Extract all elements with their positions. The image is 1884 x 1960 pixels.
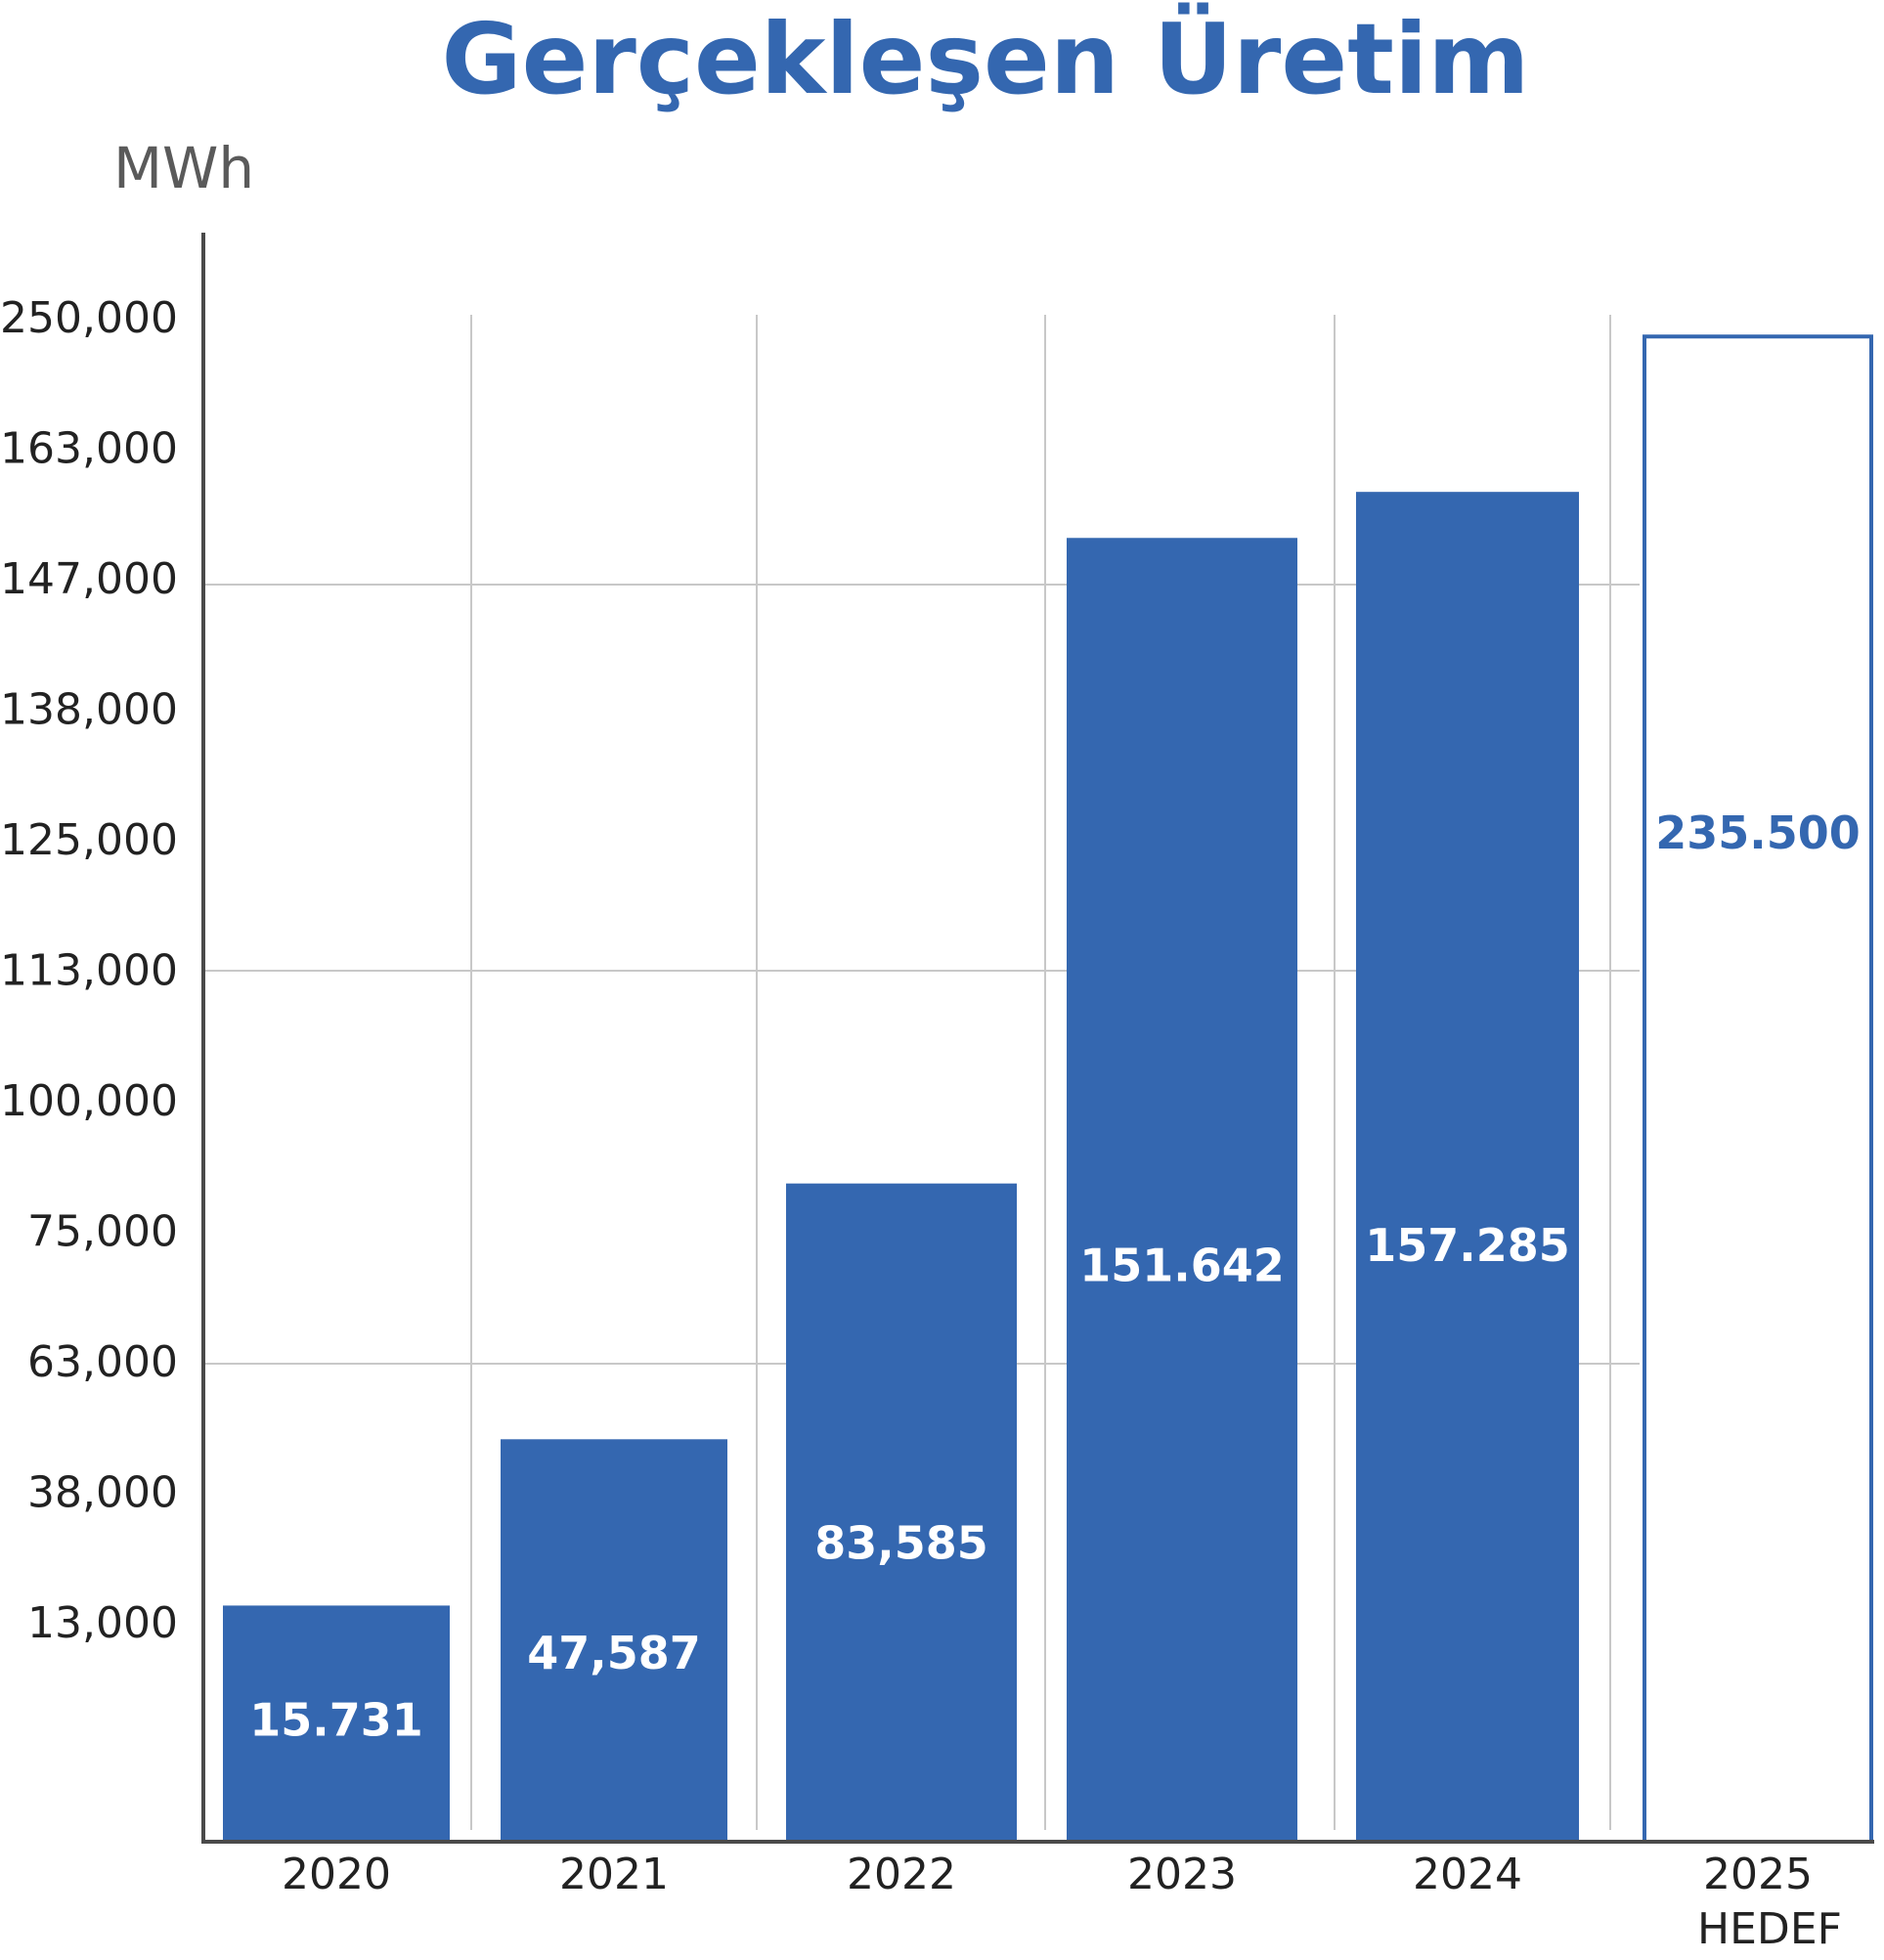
y-axis-unit-label: MWh — [113, 135, 254, 201]
y-tick-label: 38,000 — [27, 1468, 178, 1518]
chart-title: Gerçekleşen Üretim — [442, 2, 1530, 116]
x-tick-label: 2022 — [847, 1850, 956, 1899]
bars — [223, 334, 1873, 1844]
bar-value-label: 157.285 — [1365, 1219, 1570, 1272]
y-tick-label: 163,000 — [0, 424, 178, 474]
x-tick-label: 2025 — [1703, 1850, 1813, 1899]
grid-lines — [205, 315, 1640, 1830]
y-tick-label: 147,000 — [0, 554, 178, 604]
bar-value-labels: 15.731 47,587 83,585 151.642 157.285 235.500 — [249, 806, 1861, 1747]
bar — [786, 1183, 1017, 1842]
y-tick-label: 113,000 — [0, 946, 178, 996]
bar-value-label: 15.731 — [249, 1693, 423, 1746]
bar — [1356, 492, 1579, 1842]
bar-target — [1643, 334, 1873, 1844]
bar-value-label: 47,587 — [527, 1627, 701, 1679]
bar-value-label: 83,585 — [814, 1516, 988, 1569]
y-tick-label: 125,000 — [0, 815, 178, 865]
bar — [1067, 538, 1297, 1842]
x-tick-label: 2021 — [559, 1850, 669, 1899]
x-tick-label: 2020 — [282, 1850, 391, 1899]
y-tick-label: 75,000 — [27, 1207, 178, 1257]
y-tick-label: 13,000 — [27, 1598, 178, 1648]
bar-value-label: 151.642 — [1079, 1239, 1285, 1291]
bar — [223, 1605, 450, 1842]
bar — [501, 1439, 727, 1842]
y-tick-label: 100,000 — [0, 1076, 178, 1126]
bar-value-label: 235.500 — [1655, 806, 1861, 859]
y-tick-label: 250,000 — [0, 293, 178, 343]
x-tick-label: 2023 — [1127, 1850, 1237, 1899]
x-tick-labels: 2020 2021 2022 2023 2024 2025 HEDEF — [282, 1850, 1842, 1954]
y-tick-labels: 250,000 163,000 147,000 138,000 125,000 113,0… — [0, 293, 178, 1648]
axes — [201, 233, 1874, 1844]
y-tick-label: 63,000 — [27, 1337, 178, 1387]
y-tick-label: 138,000 — [0, 685, 178, 735]
x-tick-label: 2024 — [1413, 1850, 1522, 1899]
x-tick-sublabel: HEDEF — [1697, 1904, 1842, 1954]
